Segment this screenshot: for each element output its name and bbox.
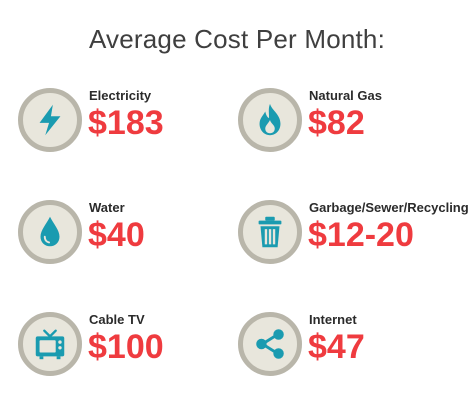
cost-label: Electricity	[89, 88, 152, 103]
cost-item-cable-tv: Cable TV $100	[18, 312, 248, 392]
cost-label: Garbage/Sewer/Recycling	[309, 200, 469, 215]
share-icon	[238, 312, 302, 376]
cost-value: $47	[308, 328, 365, 366]
cost-item-garbage-sewer-recycling: Garbage/Sewer/Recycling $12-20	[238, 200, 469, 280]
cost-value: $12-20	[308, 216, 414, 254]
cost-value: $183	[88, 104, 164, 142]
cost-label: Cable TV	[89, 312, 145, 327]
water-drop-icon	[18, 200, 82, 264]
flame-icon	[238, 88, 302, 152]
cost-item-internet: Internet $47	[238, 312, 468, 392]
cost-item-electricity: Electricity $183	[18, 88, 248, 168]
cost-value: $100	[88, 328, 164, 366]
cost-item-natural-gas: Natural Gas $82	[238, 88, 468, 168]
cost-label: Internet	[309, 312, 357, 327]
lightning-icon	[18, 88, 82, 152]
cost-value: $40	[88, 216, 145, 254]
cost-item-water: Water $40	[18, 200, 248, 280]
page-title: Average Cost Per Month:	[88, 24, 386, 54]
trash-can-icon	[238, 200, 302, 264]
television-icon	[18, 312, 82, 376]
cost-value: $82	[308, 104, 365, 142]
cost-label: Natural Gas	[309, 88, 382, 103]
cost-label: Water	[89, 200, 125, 215]
